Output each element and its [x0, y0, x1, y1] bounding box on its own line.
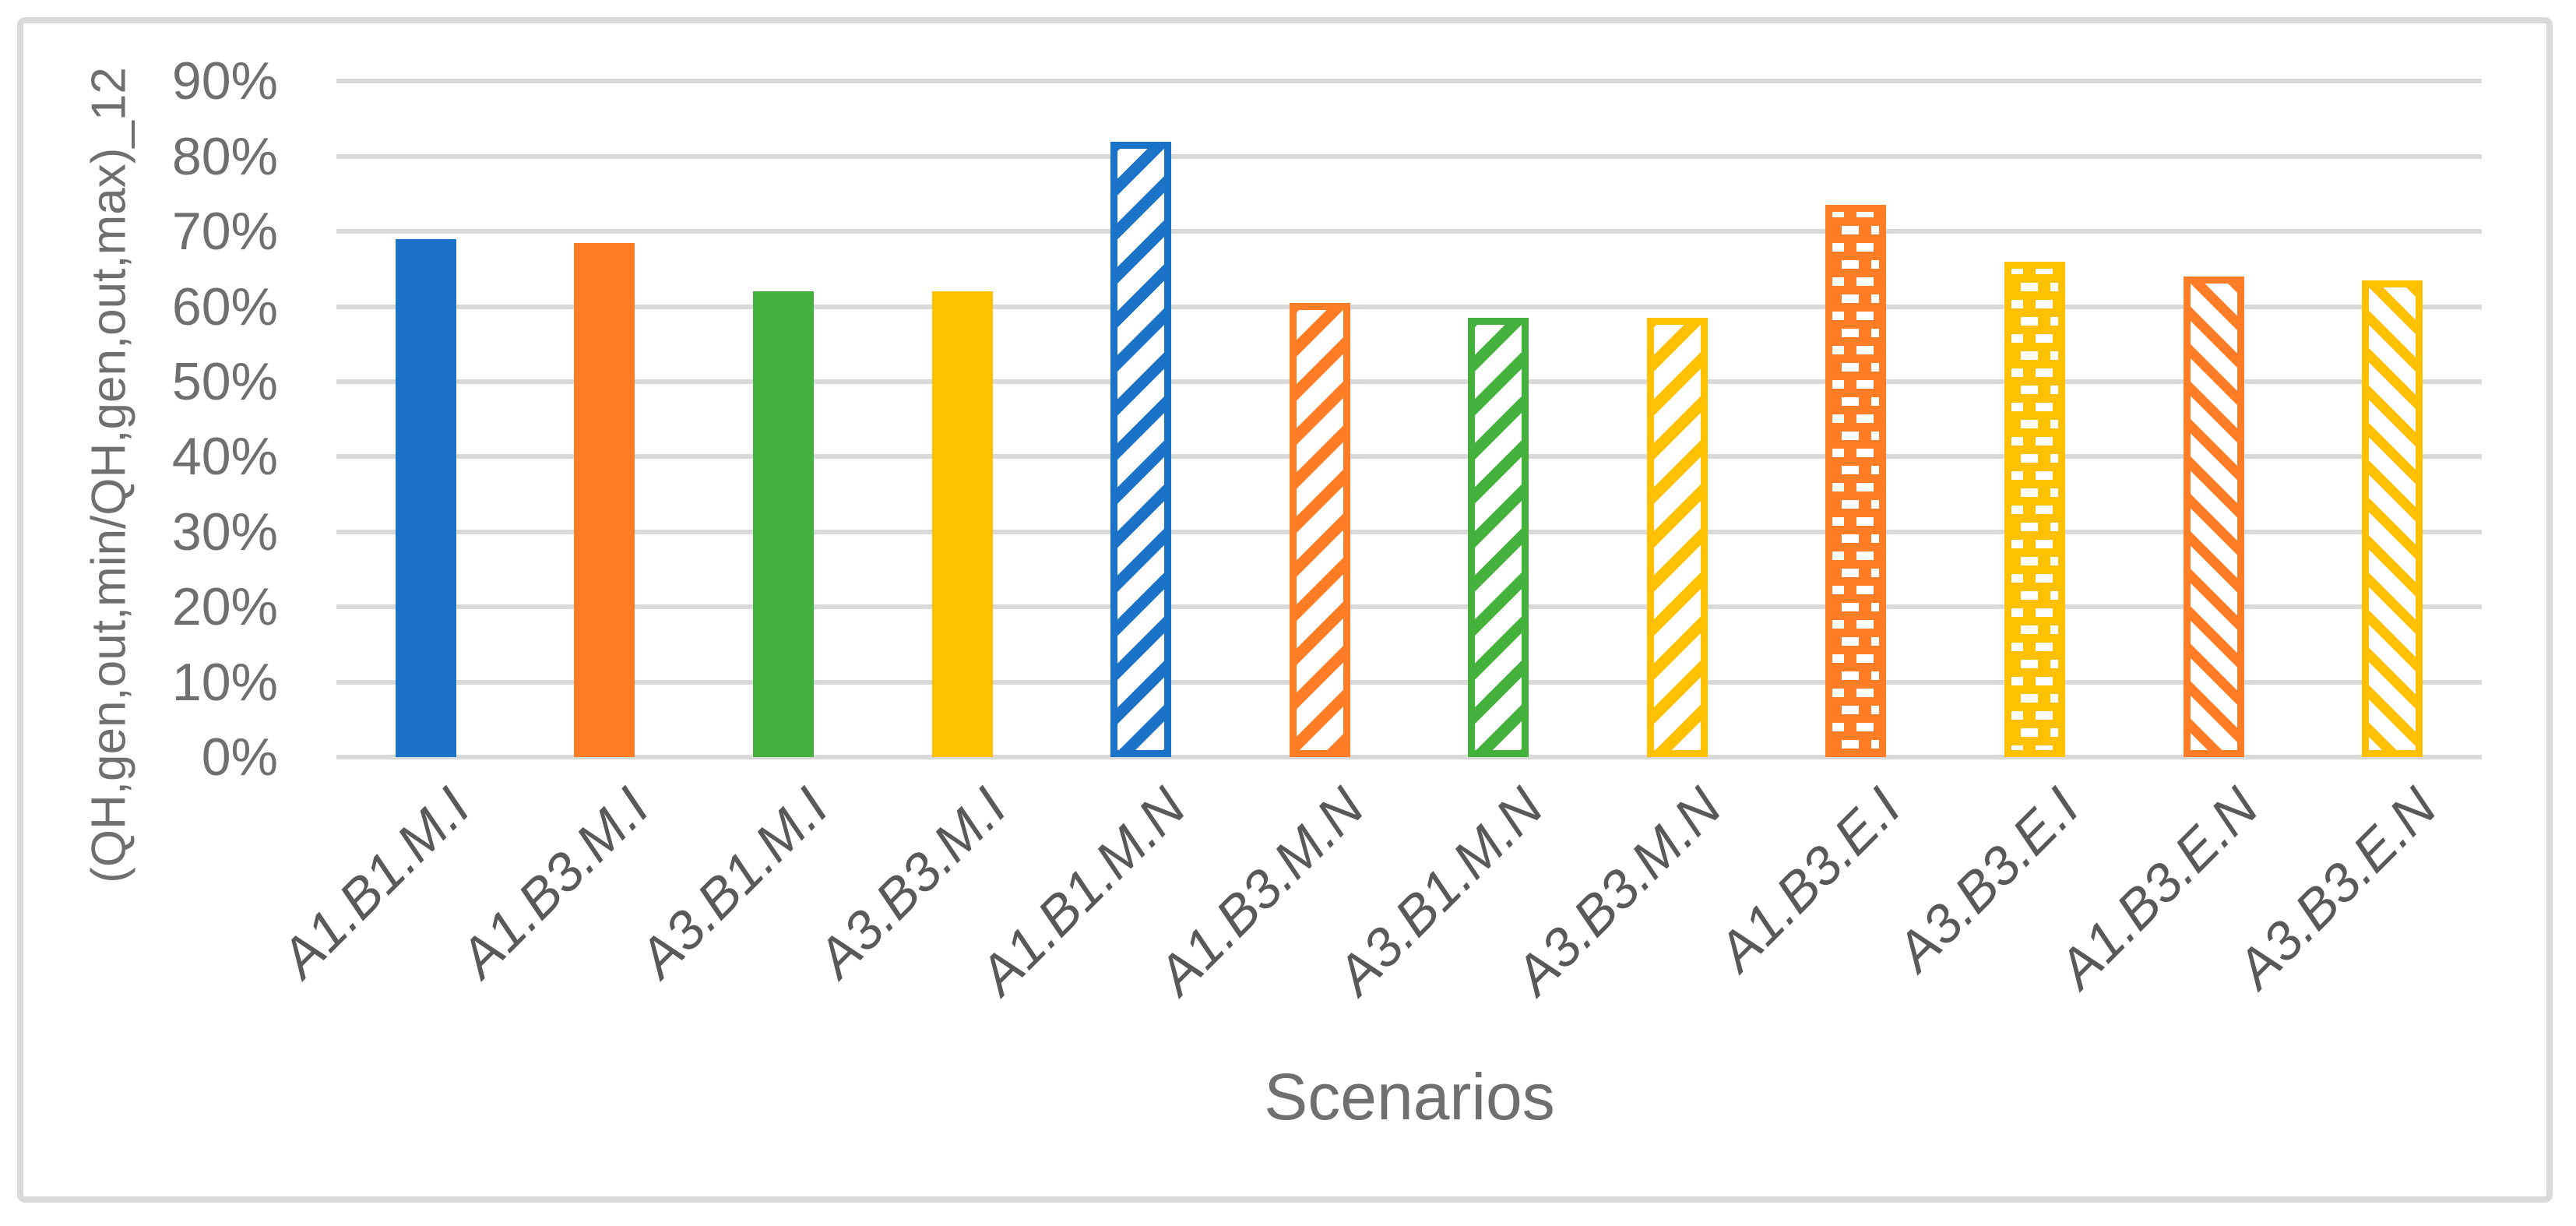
bar-A1.B1.M.N — [1110, 142, 1171, 757]
bar-A3.B1.M.I — [753, 291, 814, 757]
bar-A1.B3.E.N — [2184, 277, 2244, 757]
bar-A1.B3.E.I — [1825, 205, 1886, 757]
bar-A1.B3.M.I — [574, 243, 635, 757]
gridline — [336, 379, 2482, 384]
x-axis-title: Scenarios — [1264, 1060, 1555, 1133]
gridline — [336, 454, 2482, 460]
y-axis-tick-label: 10% — [171, 652, 278, 712]
y-axis-tick-label: 20% — [171, 577, 278, 637]
gridline — [336, 304, 2482, 309]
gridline — [336, 529, 2482, 534]
bar-A3.B3.M.I — [932, 291, 993, 757]
y-axis-tick-label: 50% — [171, 352, 278, 411]
bar-A3.B3.E.I — [2004, 262, 2065, 757]
bar-fill — [574, 243, 635, 757]
y-axis-tick-label: 70% — [171, 202, 278, 262]
y-axis-tick-label: 80% — [171, 126, 278, 186]
gridline — [336, 604, 2482, 610]
bar-fill — [932, 291, 993, 757]
gridline — [336, 755, 2482, 759]
gridline — [336, 153, 2482, 159]
y-axis-tick-label: 90% — [171, 51, 278, 111]
y-axis-tick-label: 30% — [171, 502, 278, 562]
bar-A1.B3.M.N — [1290, 303, 1350, 757]
y-axis-tick-label: 40% — [171, 427, 278, 487]
gridline — [336, 79, 2482, 84]
bar-A3.B3.E.N — [2362, 280, 2423, 757]
bar-fill — [396, 239, 456, 757]
bar-A3.B1.M.N — [1468, 318, 1529, 757]
bar-A1.B1.M.I — [396, 239, 456, 757]
bar-fill — [753, 291, 814, 757]
gridline — [336, 679, 2482, 685]
bar-A3.B3.M.N — [1647, 318, 1708, 757]
y-axis-tick-label: 0% — [201, 727, 278, 787]
y-axis-tick-label: 60% — [171, 277, 278, 336]
gridline — [336, 229, 2482, 234]
